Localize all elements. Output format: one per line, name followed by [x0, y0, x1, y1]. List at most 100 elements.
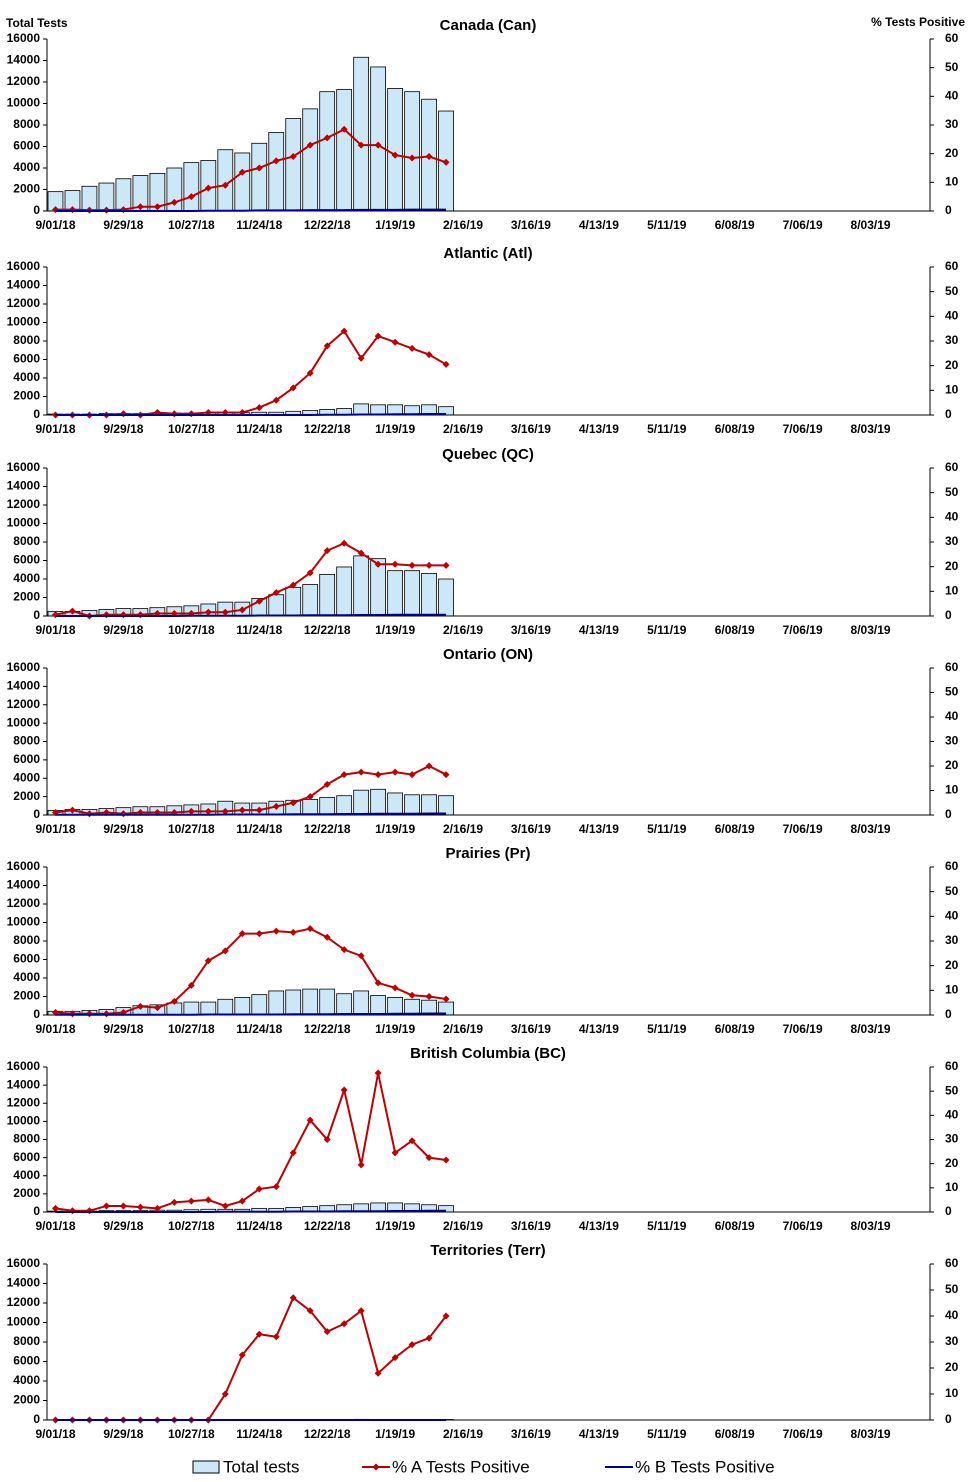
line-marker	[221, 947, 229, 955]
line-marker	[357, 1161, 365, 1169]
line-marker	[425, 1334, 433, 1342]
bar	[404, 91, 420, 212]
line-series	[55, 208, 447, 212]
line-marker	[306, 369, 314, 377]
line-marker	[136, 203, 144, 211]
x-tick-label: 12/22/18	[304, 1022, 351, 1036]
y2-tick-label: 20	[945, 758, 959, 772]
x-tick-label: 2/16/19	[443, 1219, 483, 1233]
y2-tick-label: 50	[945, 685, 959, 699]
y2-tick-label: 0	[945, 1412, 952, 1426]
y-tick-label: 4000	[13, 1168, 40, 1182]
legend-marker	[372, 1463, 380, 1471]
line-marker	[425, 993, 433, 1000]
y-tick-label: 2000	[13, 1186, 40, 1200]
bar	[336, 566, 353, 617]
x-tick-label: 3/16/19	[511, 422, 551, 436]
x-tick-label: 7/06/19	[783, 1427, 823, 1441]
y2-tick-label: 0	[945, 1204, 952, 1218]
x-tick-label: 11/24/18	[236, 1022, 282, 1036]
line-marker	[255, 404, 263, 412]
line-marker	[408, 154, 416, 162]
line-marker	[289, 153, 297, 161]
x-tick-label: 5/11/19	[647, 218, 687, 232]
line-marker	[425, 351, 433, 359]
bar	[387, 570, 403, 617]
line-marker	[272, 1333, 280, 1341]
x-tick-label: 12/22/18	[304, 1427, 351, 1441]
line-marker	[391, 1149, 399, 1157]
x-tick-label: 7/06/19	[783, 623, 823, 637]
y-tick-label: 4000	[13, 770, 40, 784]
x-tick-label: 1/19/19	[375, 218, 415, 232]
y-tick-label: 16000	[7, 1059, 41, 1073]
x-tick-label: 11/24/18	[236, 218, 282, 232]
x-tick-label: 3/16/19	[511, 1022, 551, 1036]
x-tick-label: 1/19/19	[375, 422, 415, 436]
line-marker	[442, 1156, 450, 1164]
line-marker	[204, 608, 212, 616]
line-marker	[357, 1307, 365, 1315]
bar	[285, 989, 302, 1016]
y-tick-label: 4000	[13, 1373, 40, 1387]
line-marker	[323, 342, 331, 350]
line-marker	[340, 1086, 348, 1094]
x-tick-label: 9/01/18	[35, 1219, 75, 1233]
y2-tick-label: 40	[945, 909, 959, 923]
y-tick-label: 12000	[7, 74, 41, 88]
x-tick-label: 9/01/18	[35, 1427, 75, 1441]
line-marker	[68, 1207, 76, 1215]
y2-tick-label: 0	[945, 608, 952, 622]
x-tick-label: 12/22/18	[304, 1219, 351, 1233]
y-tick-label: 4000	[13, 571, 40, 585]
y2-tick-label: 60	[945, 660, 959, 674]
bar	[370, 995, 386, 1016]
y2-tick-label: 40	[945, 510, 959, 524]
y-tick-label: 4000	[13, 160, 40, 174]
y-tick-label: 0	[33, 1204, 40, 1218]
line-marker	[408, 344, 416, 352]
bar	[387, 997, 403, 1016]
line-marker	[170, 997, 178, 1005]
line-marker	[323, 1136, 331, 1143]
y-tick-label: 0	[33, 807, 40, 821]
bar	[268, 132, 285, 212]
y-tick-label: 12000	[7, 1095, 41, 1109]
chart-title: Atlantic (Atl)	[443, 245, 532, 262]
y2-tick-label: 30	[945, 333, 959, 347]
x-tick-label: 1/19/19	[375, 1022, 415, 1036]
line-marker	[340, 327, 348, 335]
bar	[336, 89, 353, 212]
x-tick-label: 6/08/19	[715, 623, 755, 637]
y-tick-label: 2000	[13, 389, 40, 403]
line-marker	[323, 134, 331, 142]
line-marker	[340, 946, 348, 954]
y-tick-label: 4000	[13, 370, 40, 384]
y-tick-label: 6000	[13, 752, 40, 766]
x-tick-label: 9/01/18	[35, 422, 75, 436]
line-marker	[408, 771, 416, 779]
bar	[217, 998, 234, 1016]
legend-swatch	[192, 1460, 220, 1474]
bar	[387, 792, 403, 816]
x-tick-label: 8/03/19	[851, 822, 891, 836]
line-marker	[170, 410, 178, 418]
line-marker	[357, 354, 365, 362]
chart-title: Ontario (ON)	[443, 646, 533, 663]
bar	[421, 573, 437, 617]
x-tick-label: 2/16/19	[443, 822, 483, 836]
chart-title: Quebec (QC)	[442, 446, 534, 463]
y-tick-label: 8000	[13, 117, 40, 131]
y-tick-label: 14000	[7, 1077, 41, 1091]
x-tick-label: 3/16/19	[511, 623, 551, 637]
bar	[404, 998, 420, 1016]
x-tick-label: 11/24/18	[236, 1427, 282, 1441]
y2-tick-label: 50	[945, 485, 959, 499]
y-tick-label: 0	[33, 203, 40, 217]
line-marker	[306, 141, 314, 149]
bar	[421, 794, 437, 816]
y2-tick-label: 60	[945, 460, 959, 474]
line-marker	[391, 768, 399, 776]
y-tick-label: 6000	[13, 952, 40, 966]
line-series	[55, 1296, 447, 1421]
